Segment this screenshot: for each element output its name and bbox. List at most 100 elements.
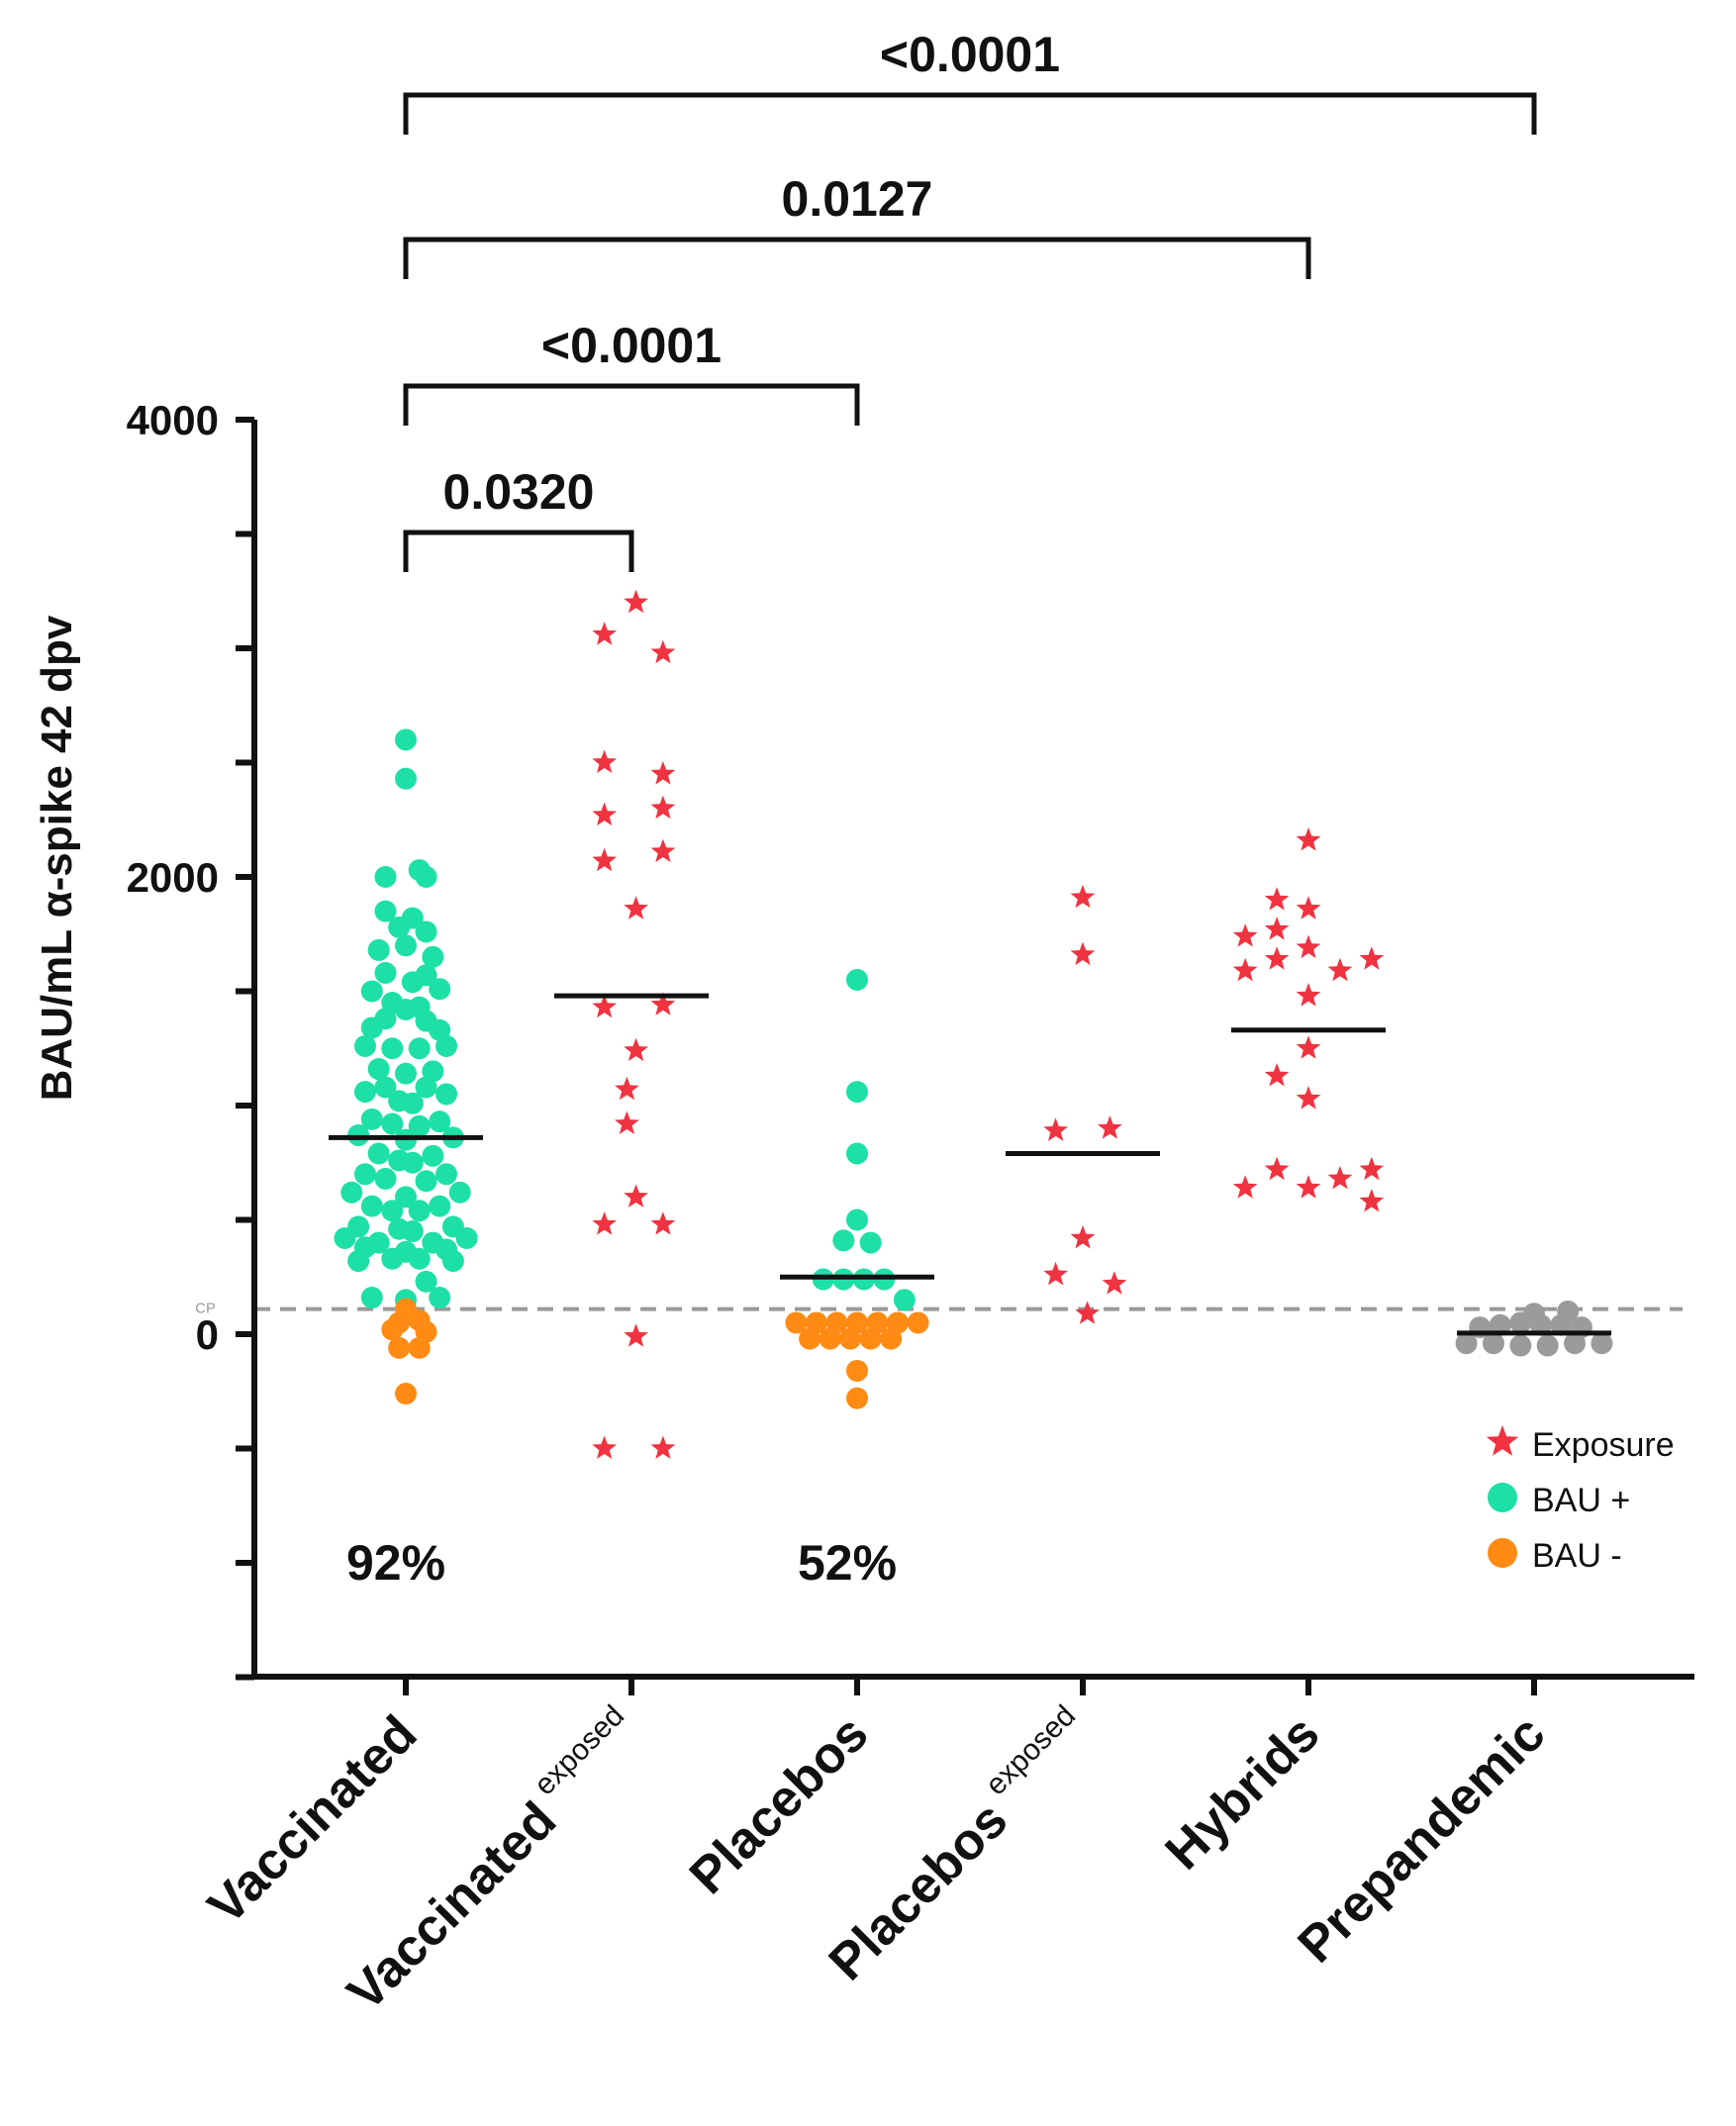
data-point-dot: [367, 938, 390, 961]
data-point-dot: [415, 920, 437, 943]
data-point-dot: [408, 1200, 431, 1222]
data-point-dot: [408, 1247, 431, 1270]
cutoff-line-layer: CP: [195, 1301, 1683, 1317]
p-value-label: <0.0001: [880, 27, 1060, 82]
data-point-star: [592, 749, 617, 773]
legend-label: BAU -: [1532, 1537, 1622, 1575]
data-point-star: [592, 802, 617, 826]
data-point-dot: [360, 1016, 383, 1039]
data-point-dot: [360, 980, 383, 1003]
data-point-dot: [832, 1229, 855, 1252]
data-point-star: [1296, 934, 1321, 959]
data-point-dot: [334, 1226, 356, 1249]
data-point-dot: [360, 1108, 383, 1130]
data-point-star: [1327, 1165, 1353, 1190]
data-point-star: [1232, 1175, 1258, 1199]
data-point-star: [624, 1184, 648, 1208]
data-point-dot: [846, 1359, 868, 1382]
data-point-star: [650, 838, 676, 863]
data-point-star: [1296, 983, 1321, 1007]
data-point-dot: [429, 1287, 451, 1309]
data-point-dot: [1509, 1311, 1532, 1334]
data-point-dot: [381, 1037, 404, 1060]
data-point-star: [592, 847, 617, 872]
data-point-dot: [846, 1081, 868, 1104]
data-point-star: [592, 1211, 617, 1235]
data-point-dot: [435, 1163, 458, 1186]
data-point-star: [1264, 917, 1290, 940]
significance-bracket: [403, 530, 634, 572]
data-point-dot: [367, 1058, 390, 1081]
p-value-label: 0.0127: [782, 171, 933, 227]
data-point-dot: [435, 1083, 458, 1106]
data-point-dot: [1489, 1313, 1511, 1336]
data-point-dot: [395, 767, 417, 790]
data-point-dot: [401, 1092, 424, 1114]
data-point-dot: [367, 1142, 390, 1165]
data-point-dot: [381, 1318, 404, 1341]
data-point-dot: [846, 968, 868, 991]
data-point-dot: [1591, 1332, 1613, 1355]
data-point-star: [1296, 1175, 1321, 1199]
p-value-label: 0.0320: [443, 464, 595, 520]
data-point-dot: [388, 1336, 411, 1359]
data-point-dot: [1482, 1332, 1504, 1355]
data-point-dot: [360, 1195, 383, 1217]
data-point-dot: [429, 1195, 451, 1217]
data-point-dot: [1455, 1332, 1478, 1355]
data-point-star: [1043, 1117, 1068, 1141]
data-point-dot: [408, 1336, 431, 1359]
legend-star-icon: [1486, 1425, 1519, 1456]
axes: 4000 2000 0 BAU/mL α-spike 42 dpv: [33, 397, 1694, 1695]
data-point-dot: [381, 1200, 404, 1222]
data-point-star: [1232, 923, 1258, 947]
data-point-star: [1296, 1086, 1321, 1110]
data-point-dot: [408, 1037, 431, 1060]
data-point-star: [624, 1037, 648, 1062]
data-point-dot: [846, 1387, 868, 1409]
data-point-dot: [395, 998, 417, 1020]
significance-bracket: [403, 383, 860, 426]
data-point-star: [1075, 1301, 1100, 1324]
data-point-star: [592, 622, 617, 645]
legend: Exposure BAU + BAU -: [1486, 1425, 1675, 1575]
data-point-dot: [395, 1383, 417, 1405]
percent-label: 92%: [346, 1535, 445, 1591]
data-point-dot: [374, 1076, 397, 1099]
data-point-star: [1264, 946, 1290, 970]
data-point-dot: [429, 978, 451, 1001]
data-point-dot: [395, 728, 417, 751]
data-point-dot: [907, 1311, 929, 1334]
data-point-dot: [1529, 1313, 1552, 1336]
data-point-dot: [381, 1112, 404, 1135]
data-point-dot: [415, 1076, 437, 1099]
data-point-star: [1070, 884, 1096, 909]
significance-bracket: [403, 92, 1537, 135]
data-point-star: [1043, 1261, 1068, 1286]
data-point-dot: [388, 916, 411, 938]
data-point-dot: [1536, 1334, 1559, 1357]
data-point-dot: [374, 1167, 397, 1190]
data-point-star: [615, 1111, 639, 1134]
data-point-dot: [819, 1327, 841, 1350]
data-point-star: [592, 994, 617, 1018]
data-point-star: [624, 1323, 648, 1347]
data-point-star: [1264, 1063, 1290, 1087]
data-point-dot: [353, 1034, 376, 1057]
data-point-star: [1327, 957, 1353, 982]
data-point-dot: [441, 1250, 464, 1273]
legend-label: Exposure: [1532, 1426, 1675, 1464]
data-point-dot: [893, 1289, 916, 1311]
data-point-star: [1264, 1156, 1290, 1181]
data-point-star: [1102, 1271, 1127, 1295]
data-point-star: [1296, 827, 1321, 851]
data-point-dot: [395, 934, 417, 957]
data-point-star: [624, 896, 648, 919]
data-point-dot: [429, 1111, 451, 1133]
legend-dot-icon: [1488, 1538, 1517, 1568]
x-tick-label: Placebos: [679, 1704, 879, 1904]
y-axis-title: BAU/mL α-spike 42 dpv: [33, 615, 81, 1101]
data-point-star: [1098, 1115, 1122, 1139]
